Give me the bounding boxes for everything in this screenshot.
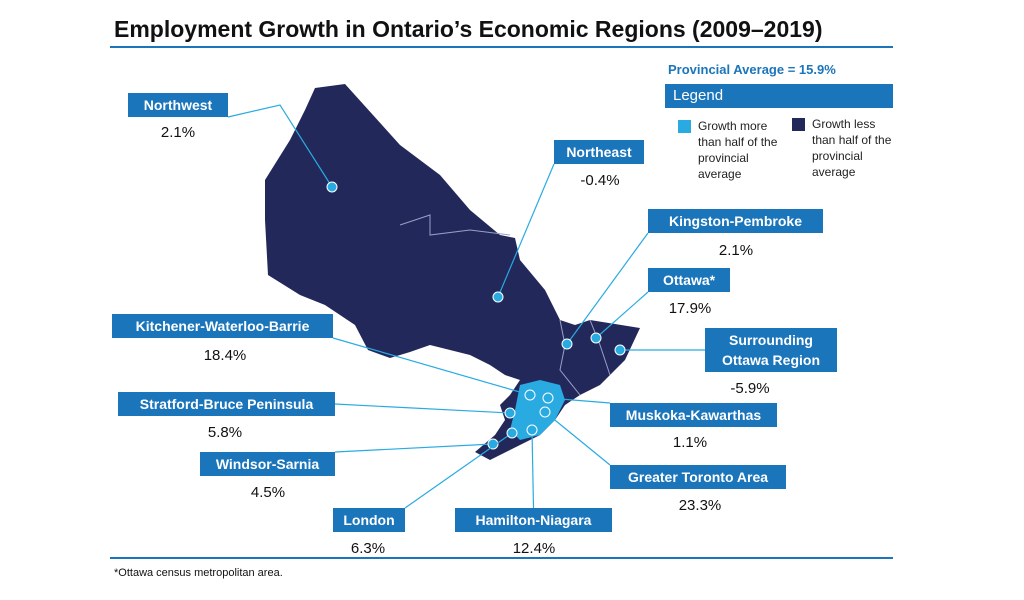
leader-line: [497, 163, 555, 298]
leader-line: [547, 397, 611, 404]
region-label: Surrounding Ottawa Region: [705, 328, 837, 372]
legend-label: Growth more than half of the provincial …: [698, 119, 778, 181]
region-dot: [590, 332, 602, 344]
region-label: Muskoka-Kawarthas: [610, 403, 777, 427]
region-dot: [614, 344, 626, 356]
region-value: 12.4%: [512, 540, 556, 557]
region-dot: [487, 438, 499, 450]
leader-lines: [227, 104, 705, 509]
leader-line: [566, 232, 649, 345]
region-dot: [542, 392, 554, 404]
region-border: [589, 319, 611, 376]
region-dot: [326, 181, 338, 193]
leader-line: [334, 443, 494, 453]
legend-swatch: [792, 118, 805, 131]
region-value: 17.9%: [668, 300, 712, 317]
legend-label: Growth less than half of the provincial …: [812, 117, 892, 179]
region-value: -0.4%: [580, 172, 620, 189]
title: Employment Growth in Ontario’s Economic …: [114, 16, 823, 42]
region-label: Greater Toronto Area: [610, 465, 786, 489]
region-value: 18.4%: [203, 347, 247, 364]
region-dot: [506, 427, 518, 439]
region-value: 23.3%: [678, 497, 722, 514]
region-label: Stratford-Bruce Peninsula: [118, 392, 335, 416]
region-border: [399, 214, 511, 236]
region-value: -5.9%: [730, 380, 770, 397]
legend-title: Legend: [665, 84, 893, 108]
provincial-average: Provincial Average = 15.9%: [668, 62, 836, 77]
region-value: 6.3%: [350, 540, 386, 557]
ontario-map: [265, 84, 640, 460]
region-label: Hamilton-Niagara: [455, 508, 612, 532]
region-value: 5.8%: [207, 424, 243, 441]
region-label: Northwest: [128, 93, 228, 117]
footnote: *Ottawa census metropolitan area.: [114, 567, 283, 579]
region-value: 2.1%: [718, 242, 754, 259]
region-value: 1.1%: [672, 434, 708, 451]
region-dot: [504, 407, 516, 419]
leader-line: [332, 337, 531, 396]
legend-swatch: [678, 120, 691, 133]
region-value: 4.5%: [250, 484, 286, 501]
region-label: Windsor-Sarnia: [200, 452, 335, 476]
leader-line: [227, 104, 333, 188]
region-label: Kitchener-Waterloo-Barrie: [112, 314, 333, 338]
region-dot: [539, 406, 551, 418]
leader-line: [531, 429, 535, 509]
region-dot: [561, 338, 573, 350]
leader-line: [404, 432, 513, 509]
region-border: [559, 319, 581, 396]
region-dot: [492, 291, 504, 303]
region-dot: [524, 389, 536, 401]
region-dot: [526, 424, 538, 436]
region-label: Kingston-Pembroke: [648, 209, 823, 233]
region-label: Northeast: [554, 140, 644, 164]
region-label: Ottawa*: [648, 268, 730, 292]
leader-line: [544, 411, 611, 466]
region-value: 2.1%: [160, 124, 196, 141]
leader-line: [595, 291, 649, 339]
region-label: London: [333, 508, 405, 532]
leader-line: [334, 403, 511, 414]
